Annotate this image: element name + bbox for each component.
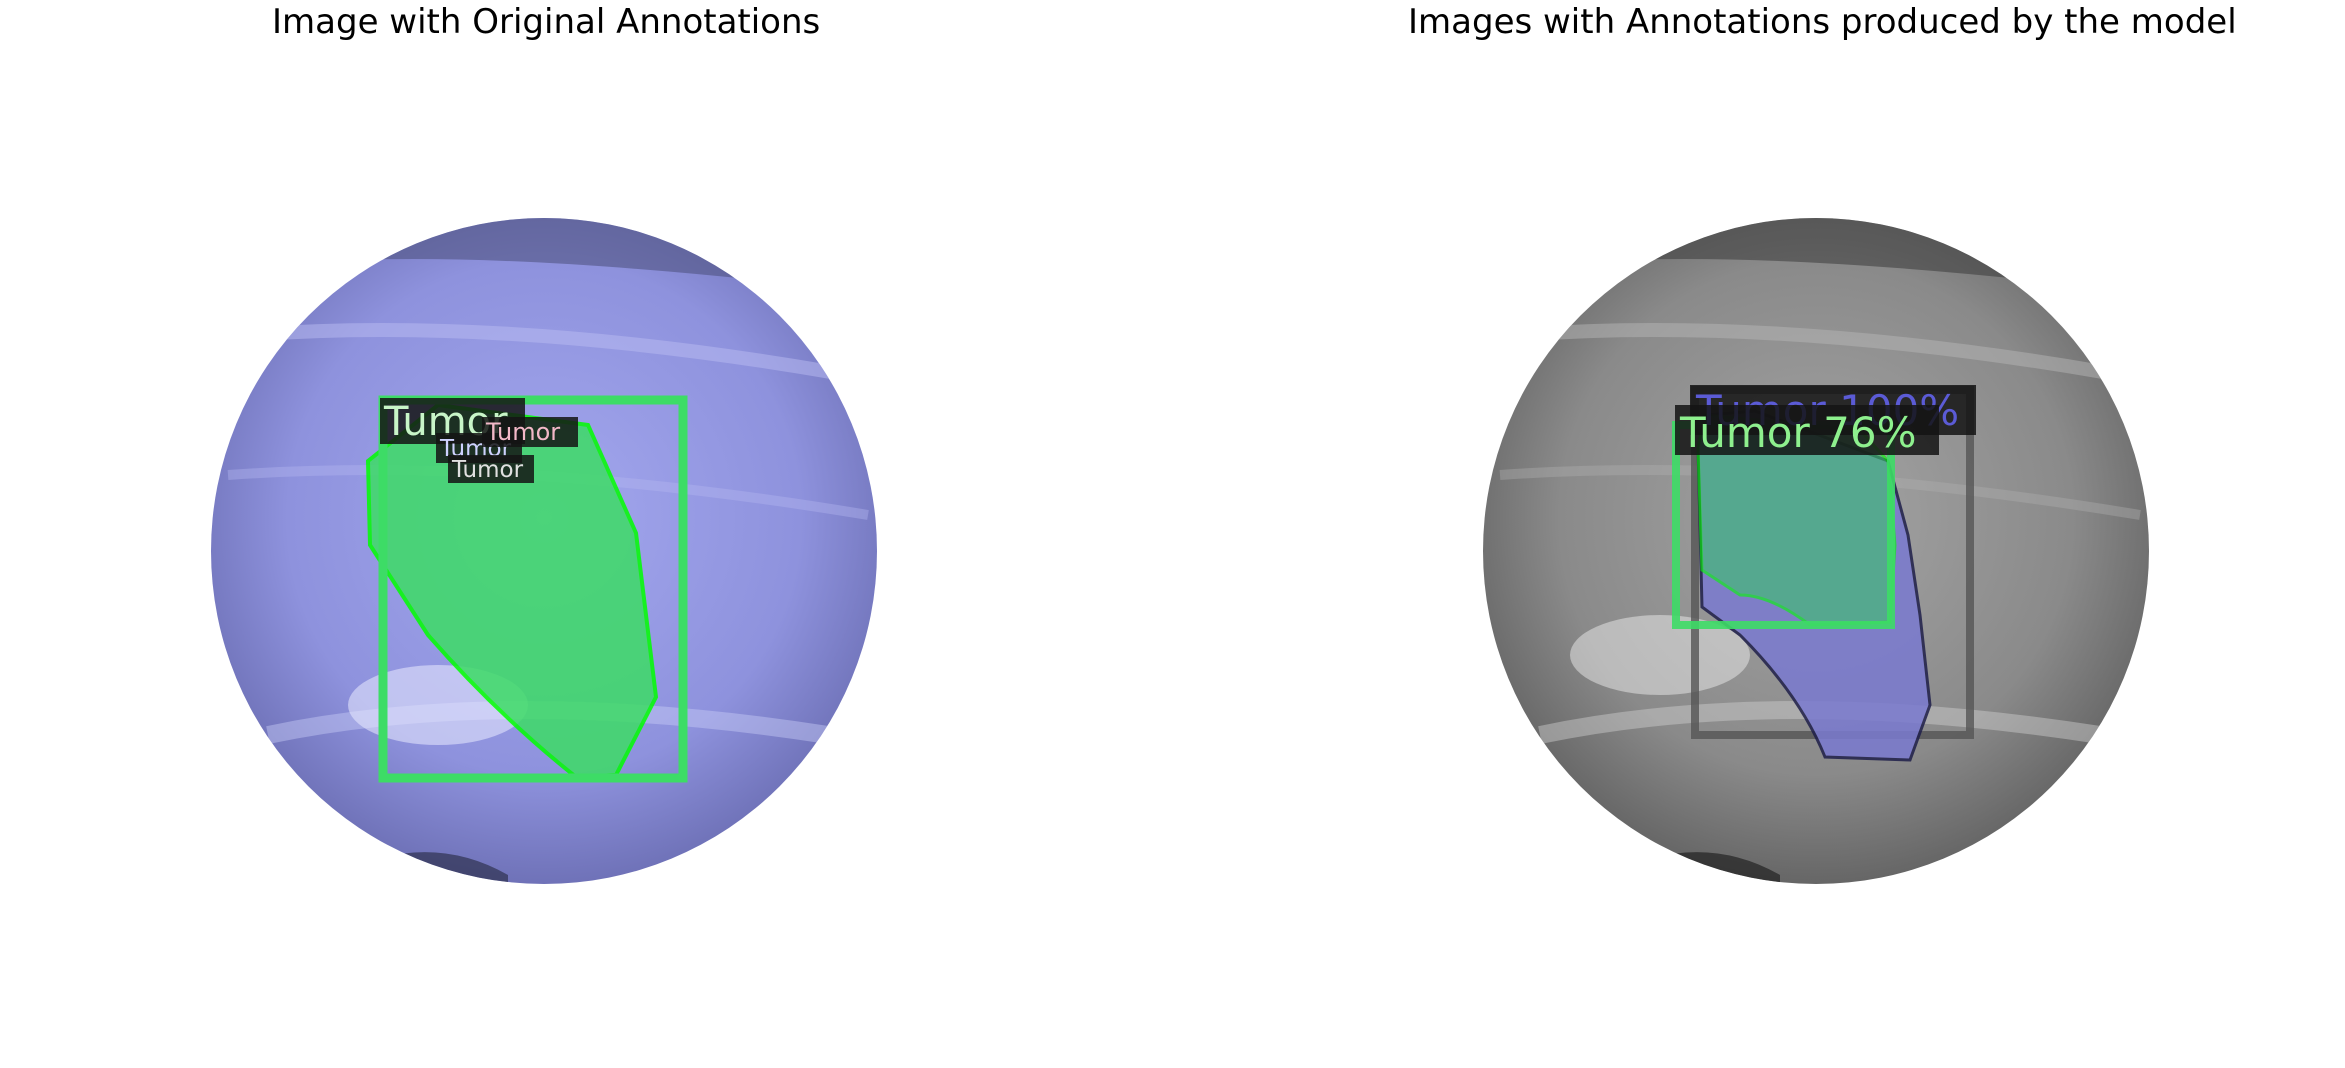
model-annotations-image: Tumor 100% Tumor 76% <box>1480 215 2160 895</box>
tumor-bbox <box>378 395 688 783</box>
tumor-mask <box>365 402 659 780</box>
original-annotations-svg: Tumor Tumor Tumor Tumor <box>211 218 877 884</box>
tumor-76-label-text: Tumor 76% <box>1679 408 1916 457</box>
tumor-label-3: Tumor <box>448 455 534 483</box>
left-panel-title: Image with Original Annotations <box>272 2 821 42</box>
tumor-label-4: Tumor <box>482 417 578 447</box>
tumor-label-text-4: Tumor <box>485 418 560 446</box>
tumor-76-label: Tumor 76% <box>1675 405 1939 457</box>
original-annotations-image: Tumor Tumor Tumor Tumor <box>208 215 888 895</box>
tumor-label-text-3: Tumor <box>451 457 524 483</box>
right-panel-title: Images with Annotations produced by the … <box>1408 2 2237 42</box>
model-annotations-svg: Tumor 100% Tumor 76% <box>1483 218 2149 884</box>
